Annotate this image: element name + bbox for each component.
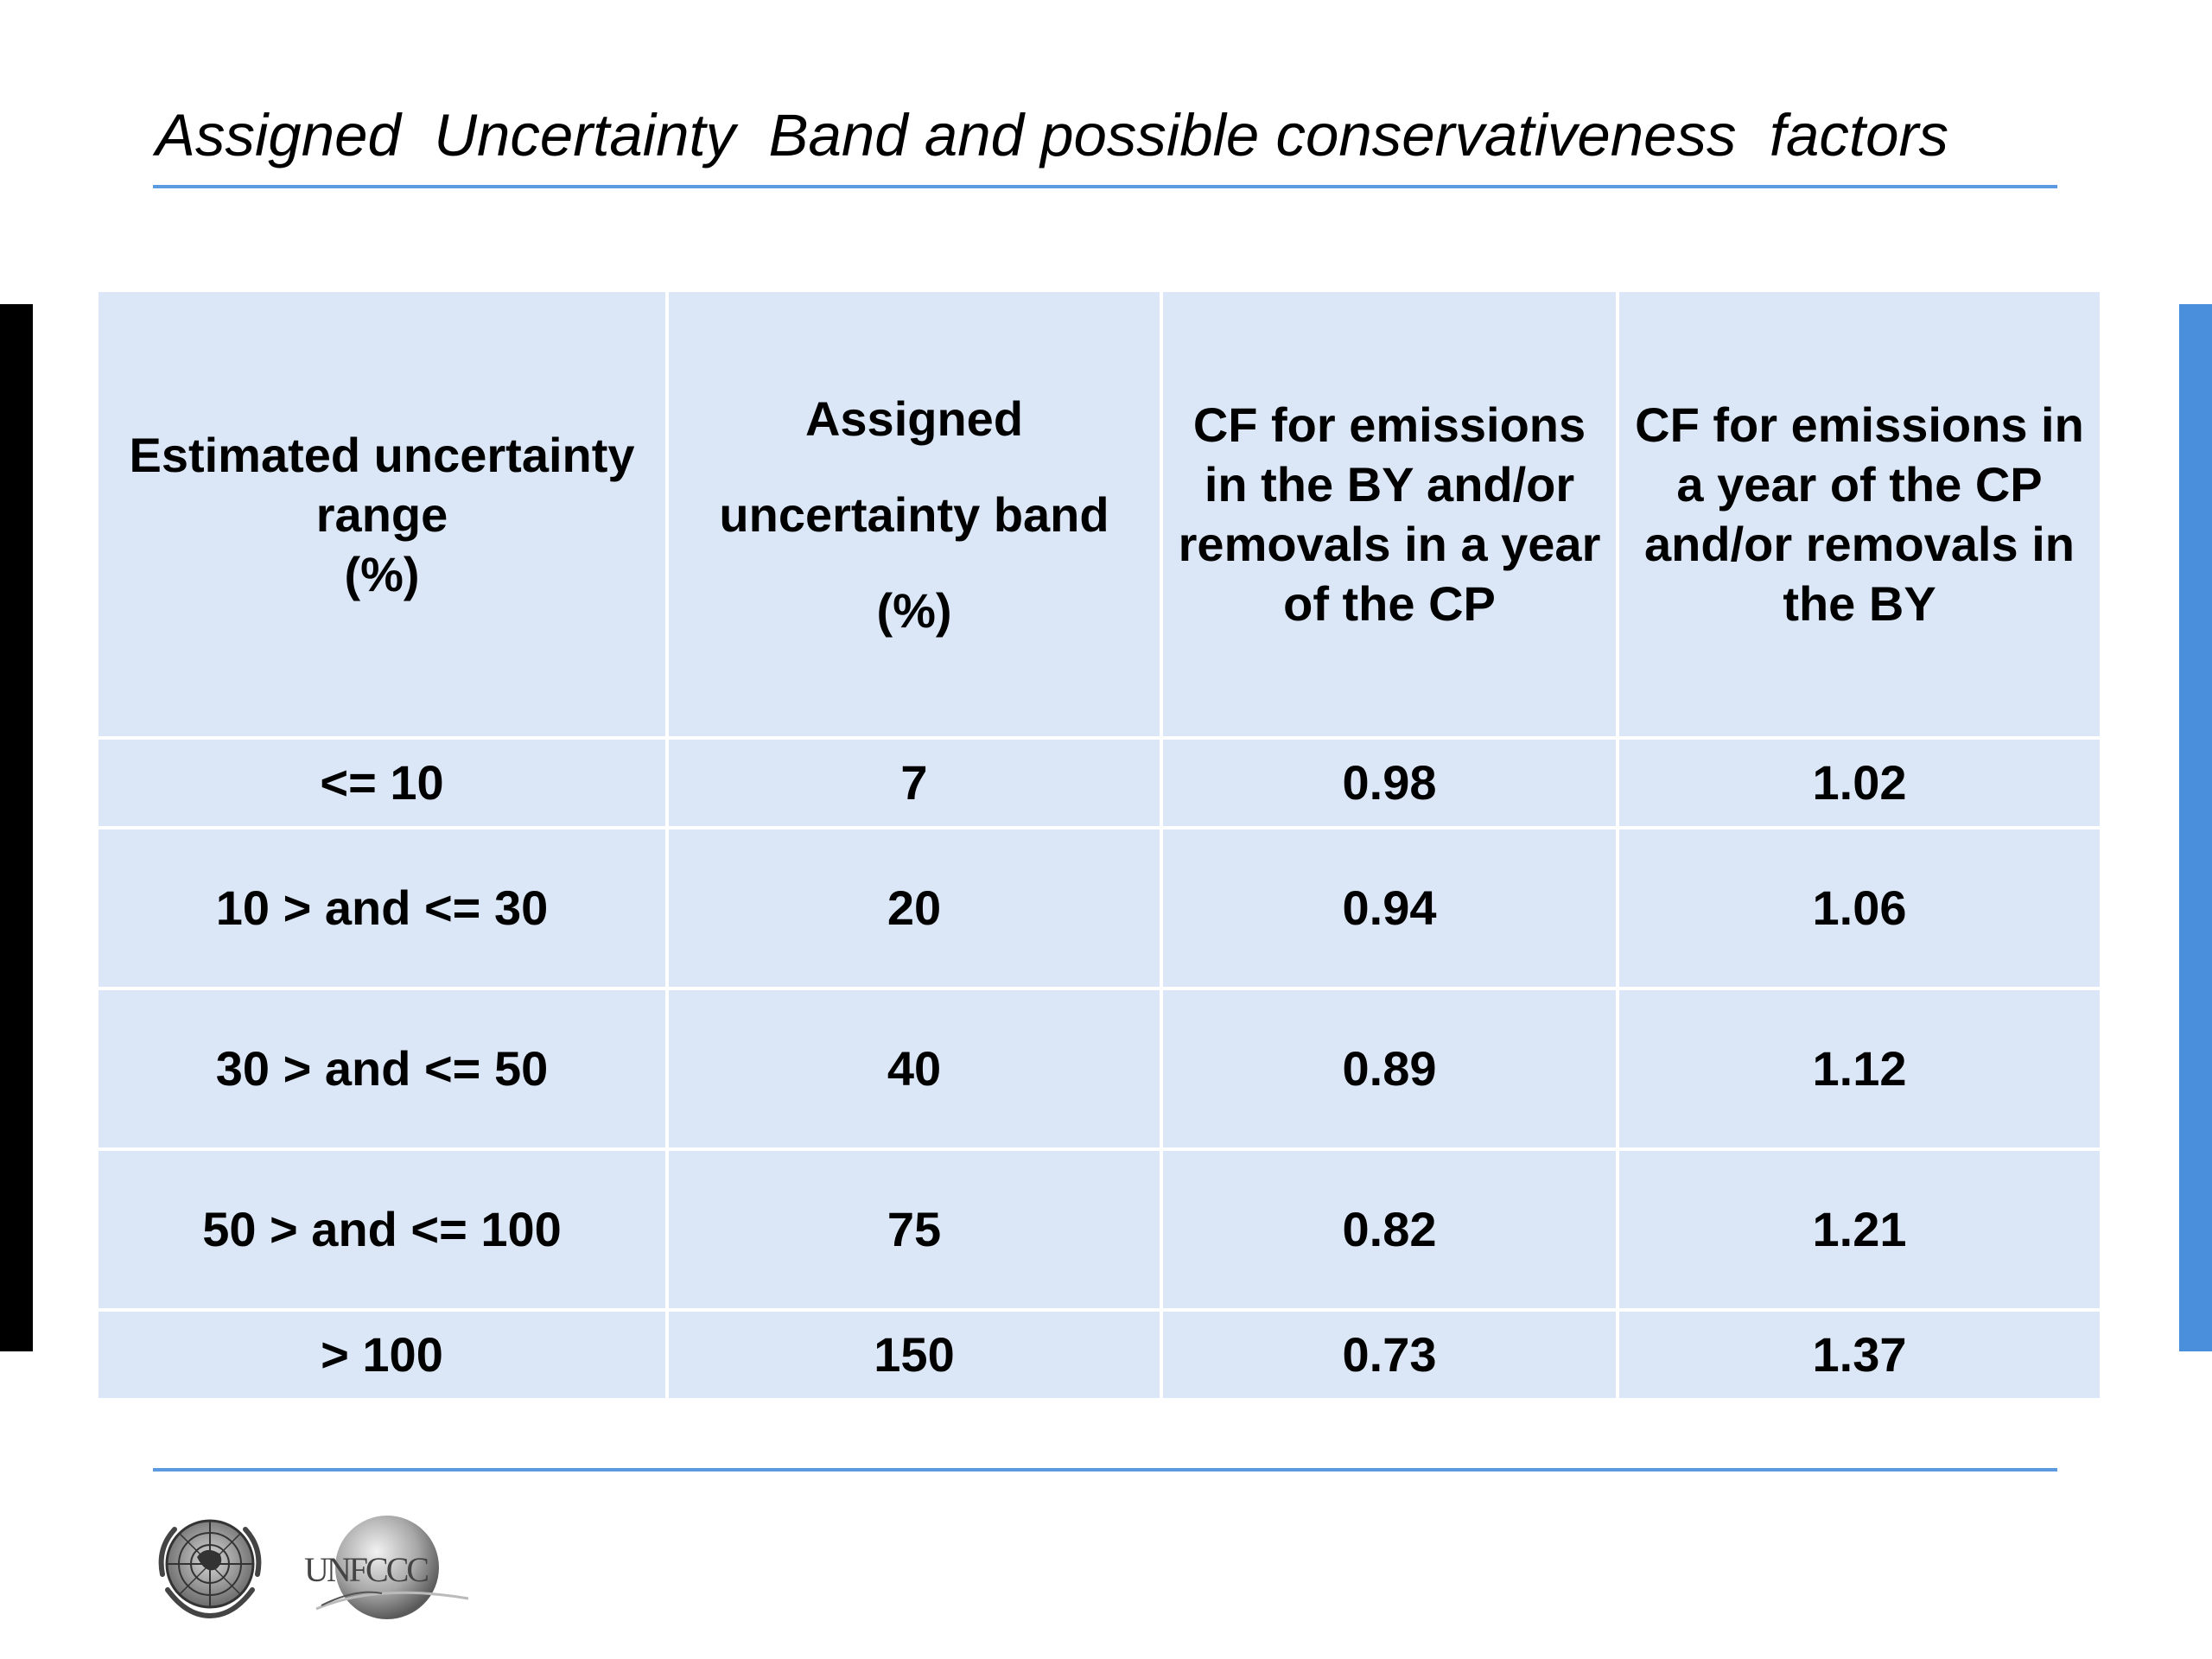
table-row: 50 > and <= 100 75 0.82 1.21 xyxy=(95,1147,2103,1312)
table-cell: 150 xyxy=(665,1308,1163,1402)
table-cell: <= 10 xyxy=(95,736,669,830)
table-cell: 1.37 xyxy=(1616,1308,2103,1402)
header-cf-emissions-cp: CF for emissions in a year of the CP and… xyxy=(1616,289,2103,740)
table-cell: 1.02 xyxy=(1616,736,2103,830)
table-cell: 30 > and <= 50 xyxy=(95,987,669,1151)
slide-title: Assigned Uncertainty Band and possible c… xyxy=(156,102,1948,168)
right-edge-bar xyxy=(2179,304,2212,1351)
title-underline xyxy=(153,185,2057,188)
table-row: 30 > and <= 50 40 0.89 1.12 xyxy=(95,987,2103,1151)
table-header-row: Estimated uncertainty range (%) Assigned… xyxy=(95,289,2103,740)
header-cf-emissions-by: CF for emissions in the BY and/or remova… xyxy=(1160,289,1619,740)
footer-rule xyxy=(153,1468,2057,1471)
table-row: 10 > and <= 30 20 0.94 1.06 xyxy=(95,826,2103,990)
footer-logos: UNFCCC xyxy=(152,1514,477,1621)
table-cell: 1.21 xyxy=(1616,1147,2103,1312)
header-estimated-uncertainty-range: Estimated uncertainty range (%) xyxy=(95,289,669,740)
table-cell: 0.94 xyxy=(1160,826,1619,990)
table-cell: 75 xyxy=(665,1147,1163,1312)
table-cell: > 100 xyxy=(95,1308,669,1402)
table-row: <= 10 7 0.98 1.02 xyxy=(95,736,2103,830)
table-cell: 1.12 xyxy=(1616,987,2103,1151)
left-edge-bar xyxy=(0,304,33,1351)
table-cell: 0.89 xyxy=(1160,987,1619,1151)
table-cell: 0.82 xyxy=(1160,1147,1619,1312)
unfccc-wordmark: UNFCCC xyxy=(304,1550,428,1589)
table-cell: 50 > and <= 100 xyxy=(95,1147,669,1312)
table-cell: 40 xyxy=(665,987,1163,1151)
table-cell: 0.73 xyxy=(1160,1308,1619,1402)
table-cell: 10 > and <= 30 xyxy=(95,826,669,990)
header-assigned-uncertainty-band: Assigned uncertainty band (%) xyxy=(665,289,1163,740)
table-row: > 100 150 0.73 1.37 xyxy=(95,1308,2103,1402)
uncertainty-table: Estimated uncertainty range (%) Assigned… xyxy=(95,289,2103,1402)
table-cell: 0.98 xyxy=(1160,736,1619,830)
table-cell: 20 xyxy=(665,826,1163,990)
table-cell: 7 xyxy=(665,736,1163,830)
un-emblem-icon xyxy=(158,1519,262,1619)
table-cell: 1.06 xyxy=(1616,826,2103,990)
unfccc-logo-icon: UNFCCC xyxy=(304,1516,469,1619)
